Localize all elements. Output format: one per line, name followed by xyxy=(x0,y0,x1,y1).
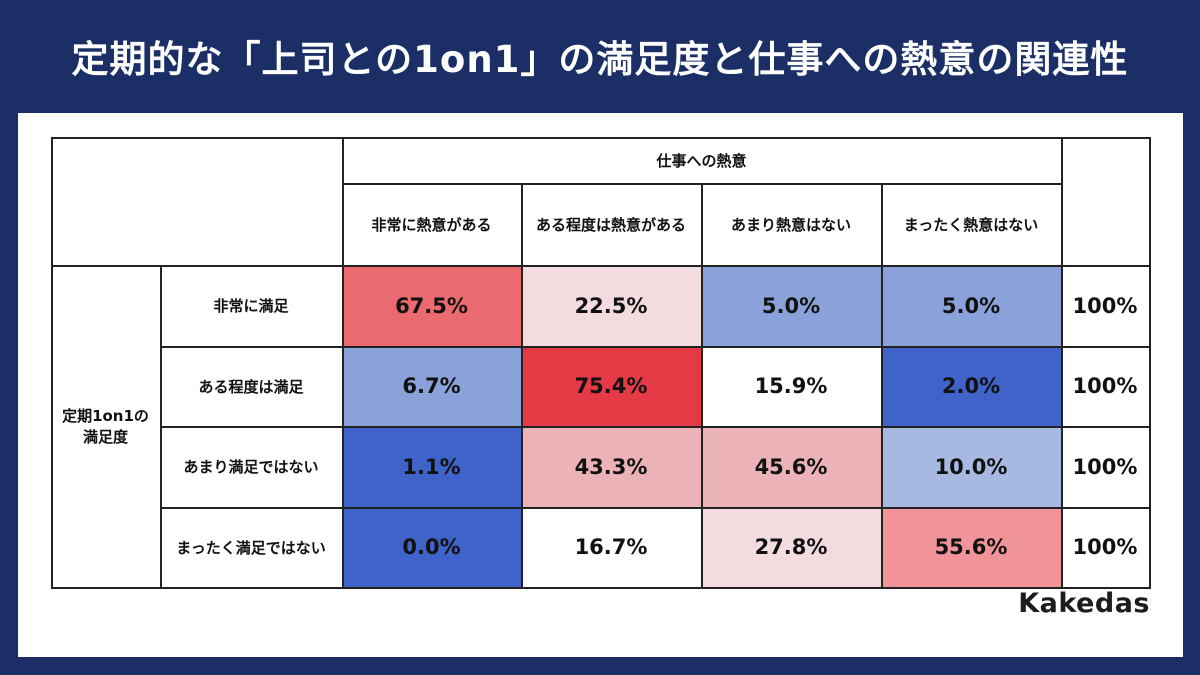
column-header: ある程度は熱意がある xyxy=(535,215,686,234)
page-title: 定期的な「上司との1on1」の満足度と仕事への熱意の関連性 xyxy=(71,38,1129,81)
value-cell: 15.9% xyxy=(701,346,881,426)
grid-line xyxy=(160,346,1149,348)
row-label: あまり満足ではない xyxy=(183,458,319,476)
grid-line xyxy=(701,183,703,587)
column-group-header: 仕事への熱意 xyxy=(656,151,747,170)
grid-line xyxy=(342,137,344,587)
value-cell: 1.1% xyxy=(342,426,521,507)
value-cell: 10.0% xyxy=(881,426,1061,507)
grid-line xyxy=(1061,137,1063,587)
column-header: まったく熱意はない xyxy=(903,215,1039,234)
value-cell: 55.6% xyxy=(881,507,1061,587)
grid-line xyxy=(51,137,53,587)
value-cell: 6.7% xyxy=(342,346,521,426)
value-cell: 45.6% xyxy=(701,426,881,507)
row-group-header-line: 満足度 xyxy=(82,428,128,446)
grid-line xyxy=(160,426,1149,428)
brand-logo: Kakedas xyxy=(1018,588,1150,619)
total-cell: 100% xyxy=(1072,293,1138,318)
grid-line xyxy=(51,265,1149,267)
column-header: 非常に熱意がある xyxy=(371,215,492,234)
row-group-header-line: 定期1on1の xyxy=(62,407,149,425)
value-cell: 67.5% xyxy=(342,265,521,346)
grid-line xyxy=(1149,137,1151,587)
value-cell: 16.7% xyxy=(521,507,701,587)
row-label: ある程度は満足 xyxy=(198,377,304,396)
row-label: 非常に満足 xyxy=(213,297,289,315)
total-cell: 100% xyxy=(1072,374,1138,398)
value-cell: 5.0% xyxy=(701,265,881,346)
total-cell: 100% xyxy=(1072,454,1138,479)
value-cell: 22.5% xyxy=(521,265,701,346)
column-header: あまり熱意はない xyxy=(730,215,851,234)
grid-line xyxy=(51,587,1151,589)
table-panel: 67.5% 22.5% 5.0% 5.0% 100% 非常に満足 6.7% 75.4% 15.9… xyxy=(18,113,1183,657)
grid-line xyxy=(342,183,1061,185)
total-cell: 100% xyxy=(1072,535,1138,559)
value-cell: 2.0% xyxy=(881,346,1061,426)
grid-line xyxy=(160,507,1149,509)
value-cell: 5.0% xyxy=(881,265,1061,346)
value-cell: 0.0% xyxy=(342,507,521,587)
grid-line xyxy=(881,183,883,587)
value-cell: 43.3% xyxy=(521,426,701,507)
grid-line xyxy=(521,183,523,587)
grid-line xyxy=(51,137,1149,139)
value-cell: 75.4% xyxy=(521,346,701,426)
row-label: まったく満足ではない xyxy=(176,538,326,557)
row-group-header: 定期1on1の 満足度 xyxy=(51,265,160,587)
value-cell: 27.8% xyxy=(701,507,881,587)
